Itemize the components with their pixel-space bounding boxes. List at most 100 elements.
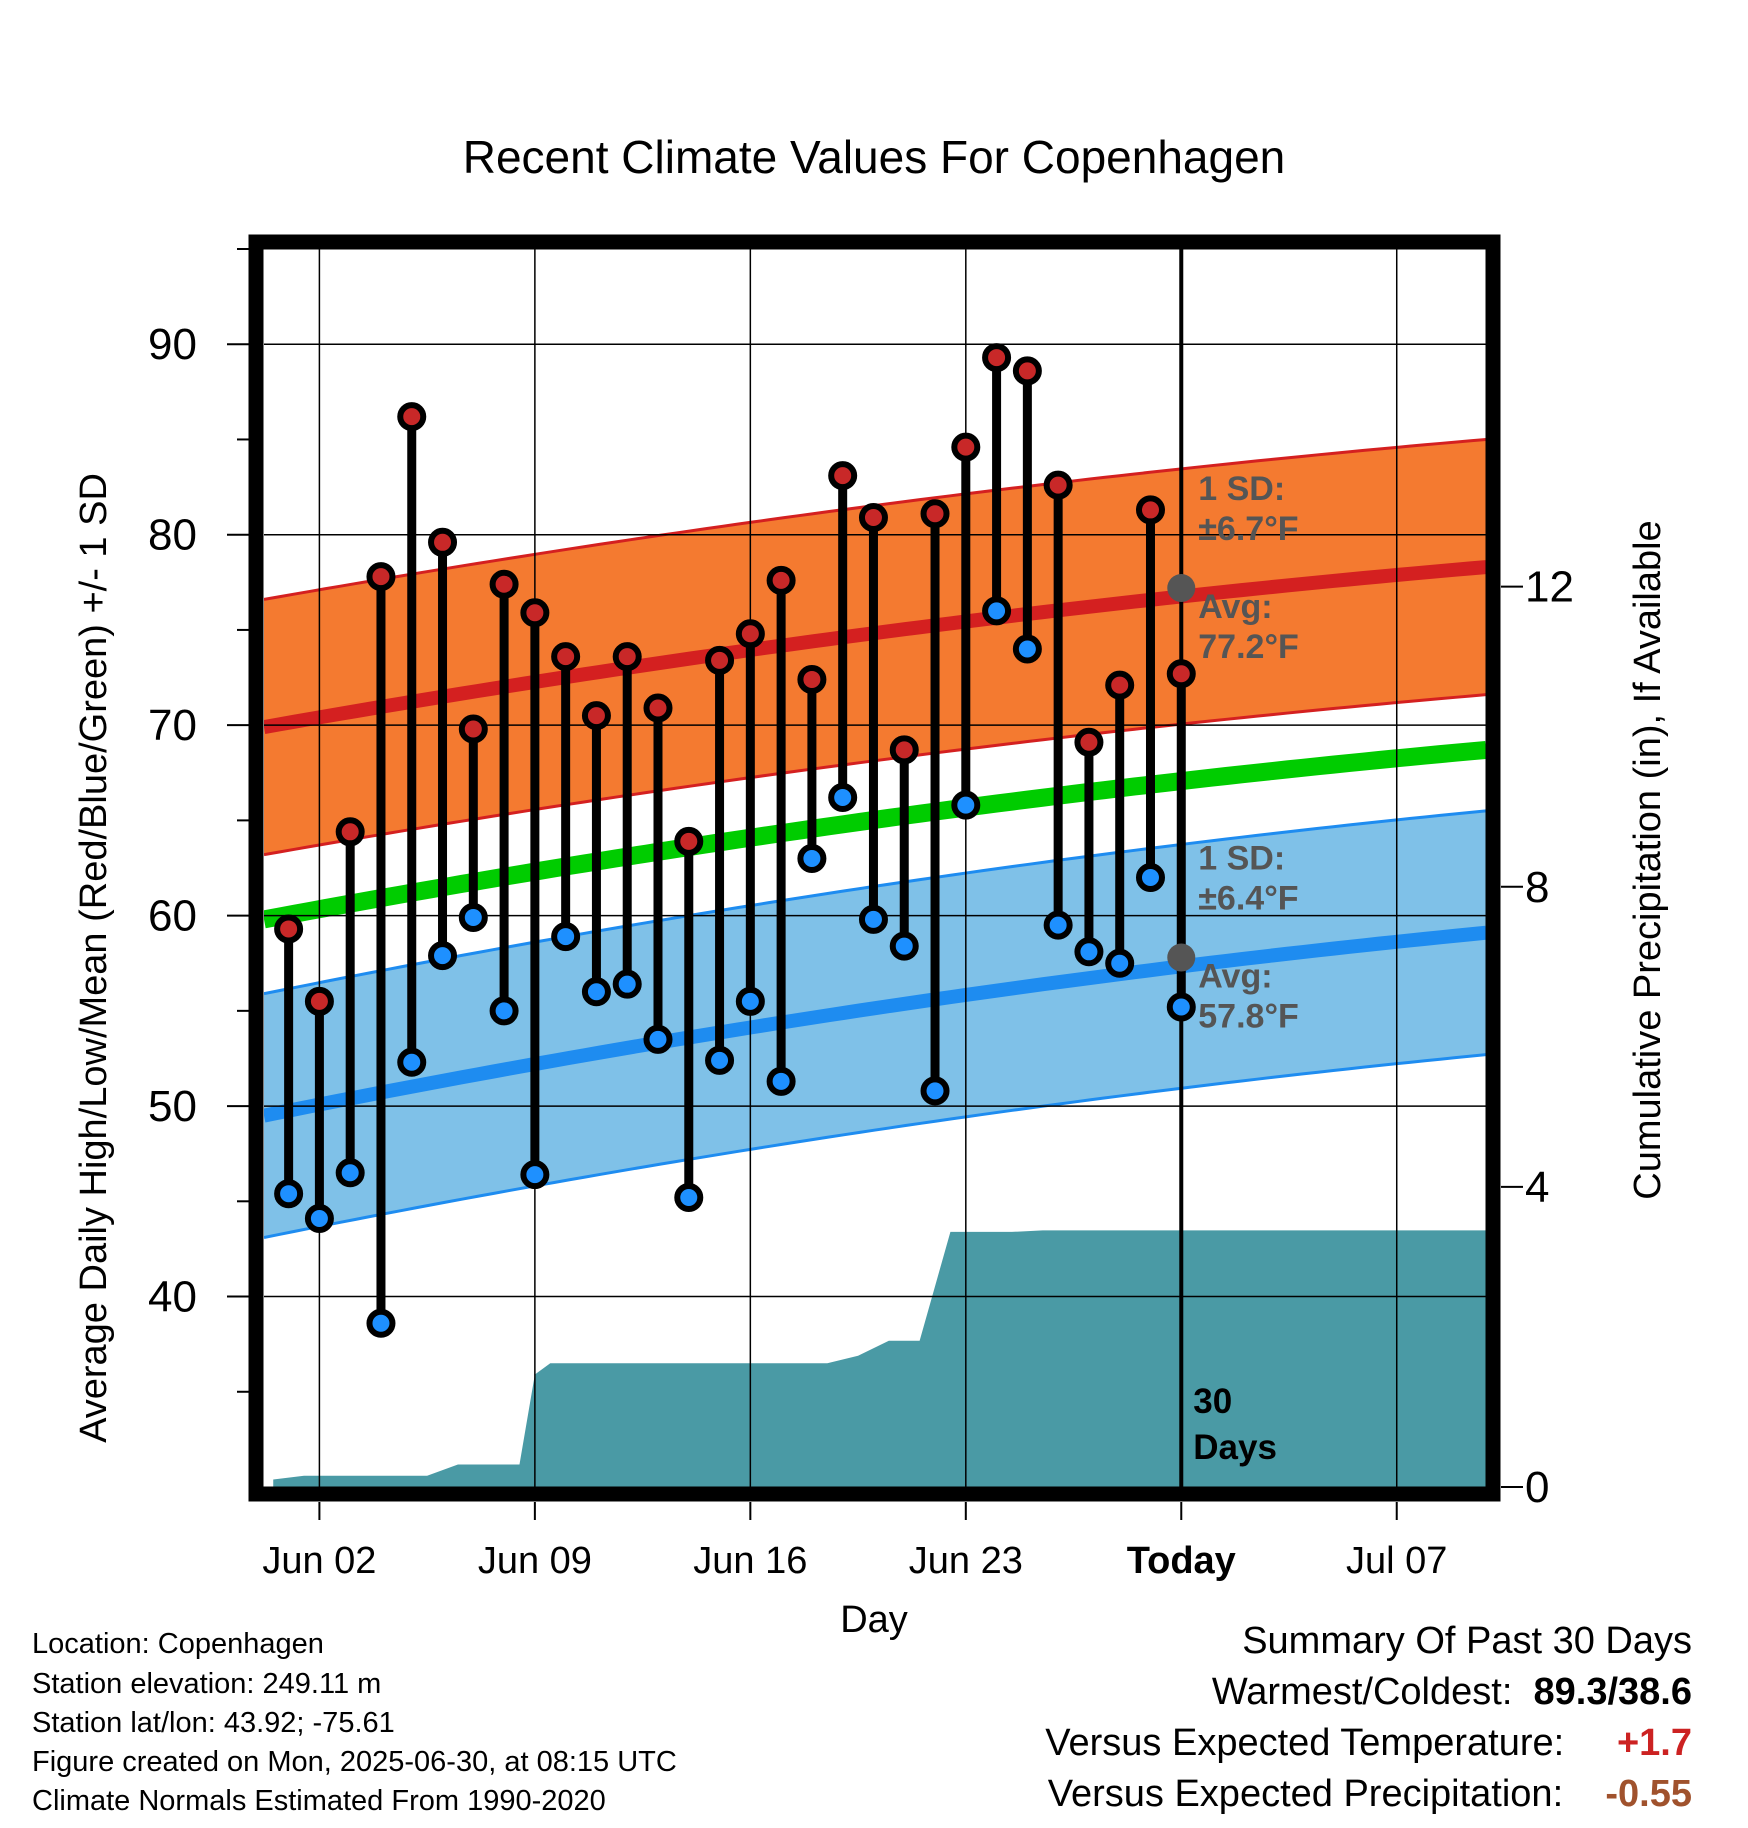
daily-high-point	[828, 461, 858, 491]
y-tick-label: 40	[148, 1273, 197, 1322]
summary-warmest: Warmest/Coldest: 89.3/38.6	[1212, 1671, 1692, 1714]
normal-low-line	[264, 925, 1486, 1123]
daily-low-point	[1135, 863, 1165, 893]
daily-low-point	[458, 903, 488, 933]
daily-low-point	[1074, 937, 1104, 967]
x-axis-label: Day	[840, 1599, 908, 1641]
daily-high-point	[643, 693, 673, 723]
days-word-label: Days	[1193, 1428, 1277, 1467]
x-tick-label: Jul 07	[1346, 1540, 1447, 1582]
daily-high-point	[951, 432, 981, 462]
daily-low-point	[366, 1308, 396, 1338]
y-tick-label: 50	[148, 1082, 197, 1131]
daily-high-point	[1074, 727, 1104, 757]
x-tick-label: Jun 23	[909, 1540, 1023, 1582]
daily-high-point	[889, 735, 919, 765]
y2-tick-label: 0	[1525, 1463, 1549, 1512]
summary-temp-value: +1.7	[1616, 1722, 1692, 1764]
info-location: Location: Copenhagen	[32, 1628, 324, 1660]
high-avg-label: Avg:	[1198, 588, 1272, 626]
daily-low-point	[858, 904, 888, 934]
daily-low-point	[828, 783, 858, 813]
daily-low-point	[1166, 992, 1196, 1022]
daily-high-point	[735, 619, 765, 649]
y-axis-label: Average Daily High/Low/Mean (Red/Blue/Gr…	[73, 473, 115, 1443]
daily-low-point	[551, 922, 581, 952]
daily-low-point	[304, 1203, 334, 1233]
today-high-avg-dot	[1167, 574, 1196, 603]
daily-high-point	[274, 914, 304, 944]
daily-low-point	[520, 1160, 550, 1190]
daily-high-point	[581, 701, 611, 731]
low-sd-label: 1 SD:	[1198, 840, 1285, 878]
daily-low-point	[705, 1045, 735, 1075]
x-tick-label: Jun 02	[262, 1540, 376, 1582]
daily-low-point	[581, 977, 611, 1007]
x-tick-label: Today	[1127, 1540, 1236, 1582]
days-count-label: 30	[1193, 1382, 1232, 1421]
daily-high-point	[335, 817, 365, 847]
daily-high-point	[458, 714, 488, 744]
daily-low-point	[920, 1076, 950, 1106]
daily-low-point	[951, 790, 981, 820]
plot-frame	[248, 234, 1501, 1502]
info-normals: Climate Normals Estimated From 1990-2020	[32, 1785, 606, 1817]
x-tick-label: Jun 09	[478, 1540, 592, 1582]
y2-axis-label: Cumulative Precipitation (in), If Availa…	[1627, 520, 1669, 1199]
daily-low-point	[489, 996, 519, 1026]
daily-high-point	[674, 826, 704, 856]
daily-high-point	[982, 343, 1012, 373]
low-avg-value: 57.8°F	[1198, 998, 1299, 1036]
summary-title: Summary Of Past 30 Days	[1242, 1620, 1692, 1662]
daily-high-point	[797, 664, 827, 694]
daily-low-point	[735, 986, 765, 1016]
daily-low-point	[797, 843, 827, 873]
daily-high-point	[520, 598, 550, 628]
normal-low-band-lower-edge	[264, 1053, 1486, 1239]
summary-temp: Versus Expected Temperature: +1.7	[1045, 1722, 1692, 1765]
plot-interior	[264, 249, 1486, 1487]
daily-low-point	[982, 596, 1012, 626]
daily-low-point	[1043, 910, 1073, 940]
daily-low-point	[674, 1182, 704, 1212]
daily-low-point	[766, 1066, 796, 1096]
daily-high-point	[489, 569, 519, 599]
daily-high-point	[858, 503, 888, 533]
daily-low-point	[1105, 948, 1135, 978]
low-avg-label: Avg:	[1198, 958, 1272, 996]
info-created: Figure created on Mon, 2025-06-30, at 08…	[32, 1746, 677, 1778]
high-sd-label: 1 SD:	[1198, 470, 1285, 508]
daily-high-point	[551, 642, 581, 672]
daily-high-point	[1135, 495, 1165, 525]
y-tick-label: 70	[148, 701, 197, 750]
daily-high-point	[920, 499, 950, 529]
y2-tick-label: 8	[1525, 863, 1549, 912]
high-sd-value: ±6.7°F	[1198, 510, 1298, 548]
daily-high-point	[428, 527, 458, 557]
chart-title: Recent Climate Values For Copenhagen	[463, 131, 1286, 183]
summary-temp-label: Versus Expected Temperature:	[1045, 1722, 1565, 1764]
daily-high-point	[1105, 670, 1135, 700]
daily-high-point	[304, 986, 334, 1016]
low-sd-value: ±6.4°F	[1198, 880, 1298, 918]
daily-low-point	[643, 1024, 673, 1054]
daily-high-point	[1012, 356, 1042, 386]
info-latlon: Station lat/lon: 43.92; -75.61	[32, 1707, 395, 1739]
summary-precip-label: Versus Expected Precipitation:	[1047, 1773, 1564, 1815]
precip-area	[273, 1230, 1486, 1487]
y2-tick-label: 12	[1525, 563, 1574, 612]
y-tick-label: 60	[148, 892, 197, 941]
summary-warmest-label: Warmest/Coldest:	[1211, 1671, 1513, 1713]
daily-high-point	[1166, 659, 1196, 689]
daily-high-point	[766, 565, 796, 595]
x-tick-label: Jun 16	[693, 1540, 807, 1582]
today-low-avg-dot	[1167, 943, 1196, 972]
daily-high-point	[612, 642, 642, 672]
daily-low-point	[397, 1047, 427, 1077]
y2-tick-label: 4	[1525, 1163, 1549, 1212]
daily-high-point	[397, 402, 427, 432]
summary-precip-value: -0.55	[1605, 1773, 1692, 1815]
daily-low-point	[889, 931, 919, 961]
info-elevation: Station elevation: 249.11 m	[32, 1668, 382, 1700]
